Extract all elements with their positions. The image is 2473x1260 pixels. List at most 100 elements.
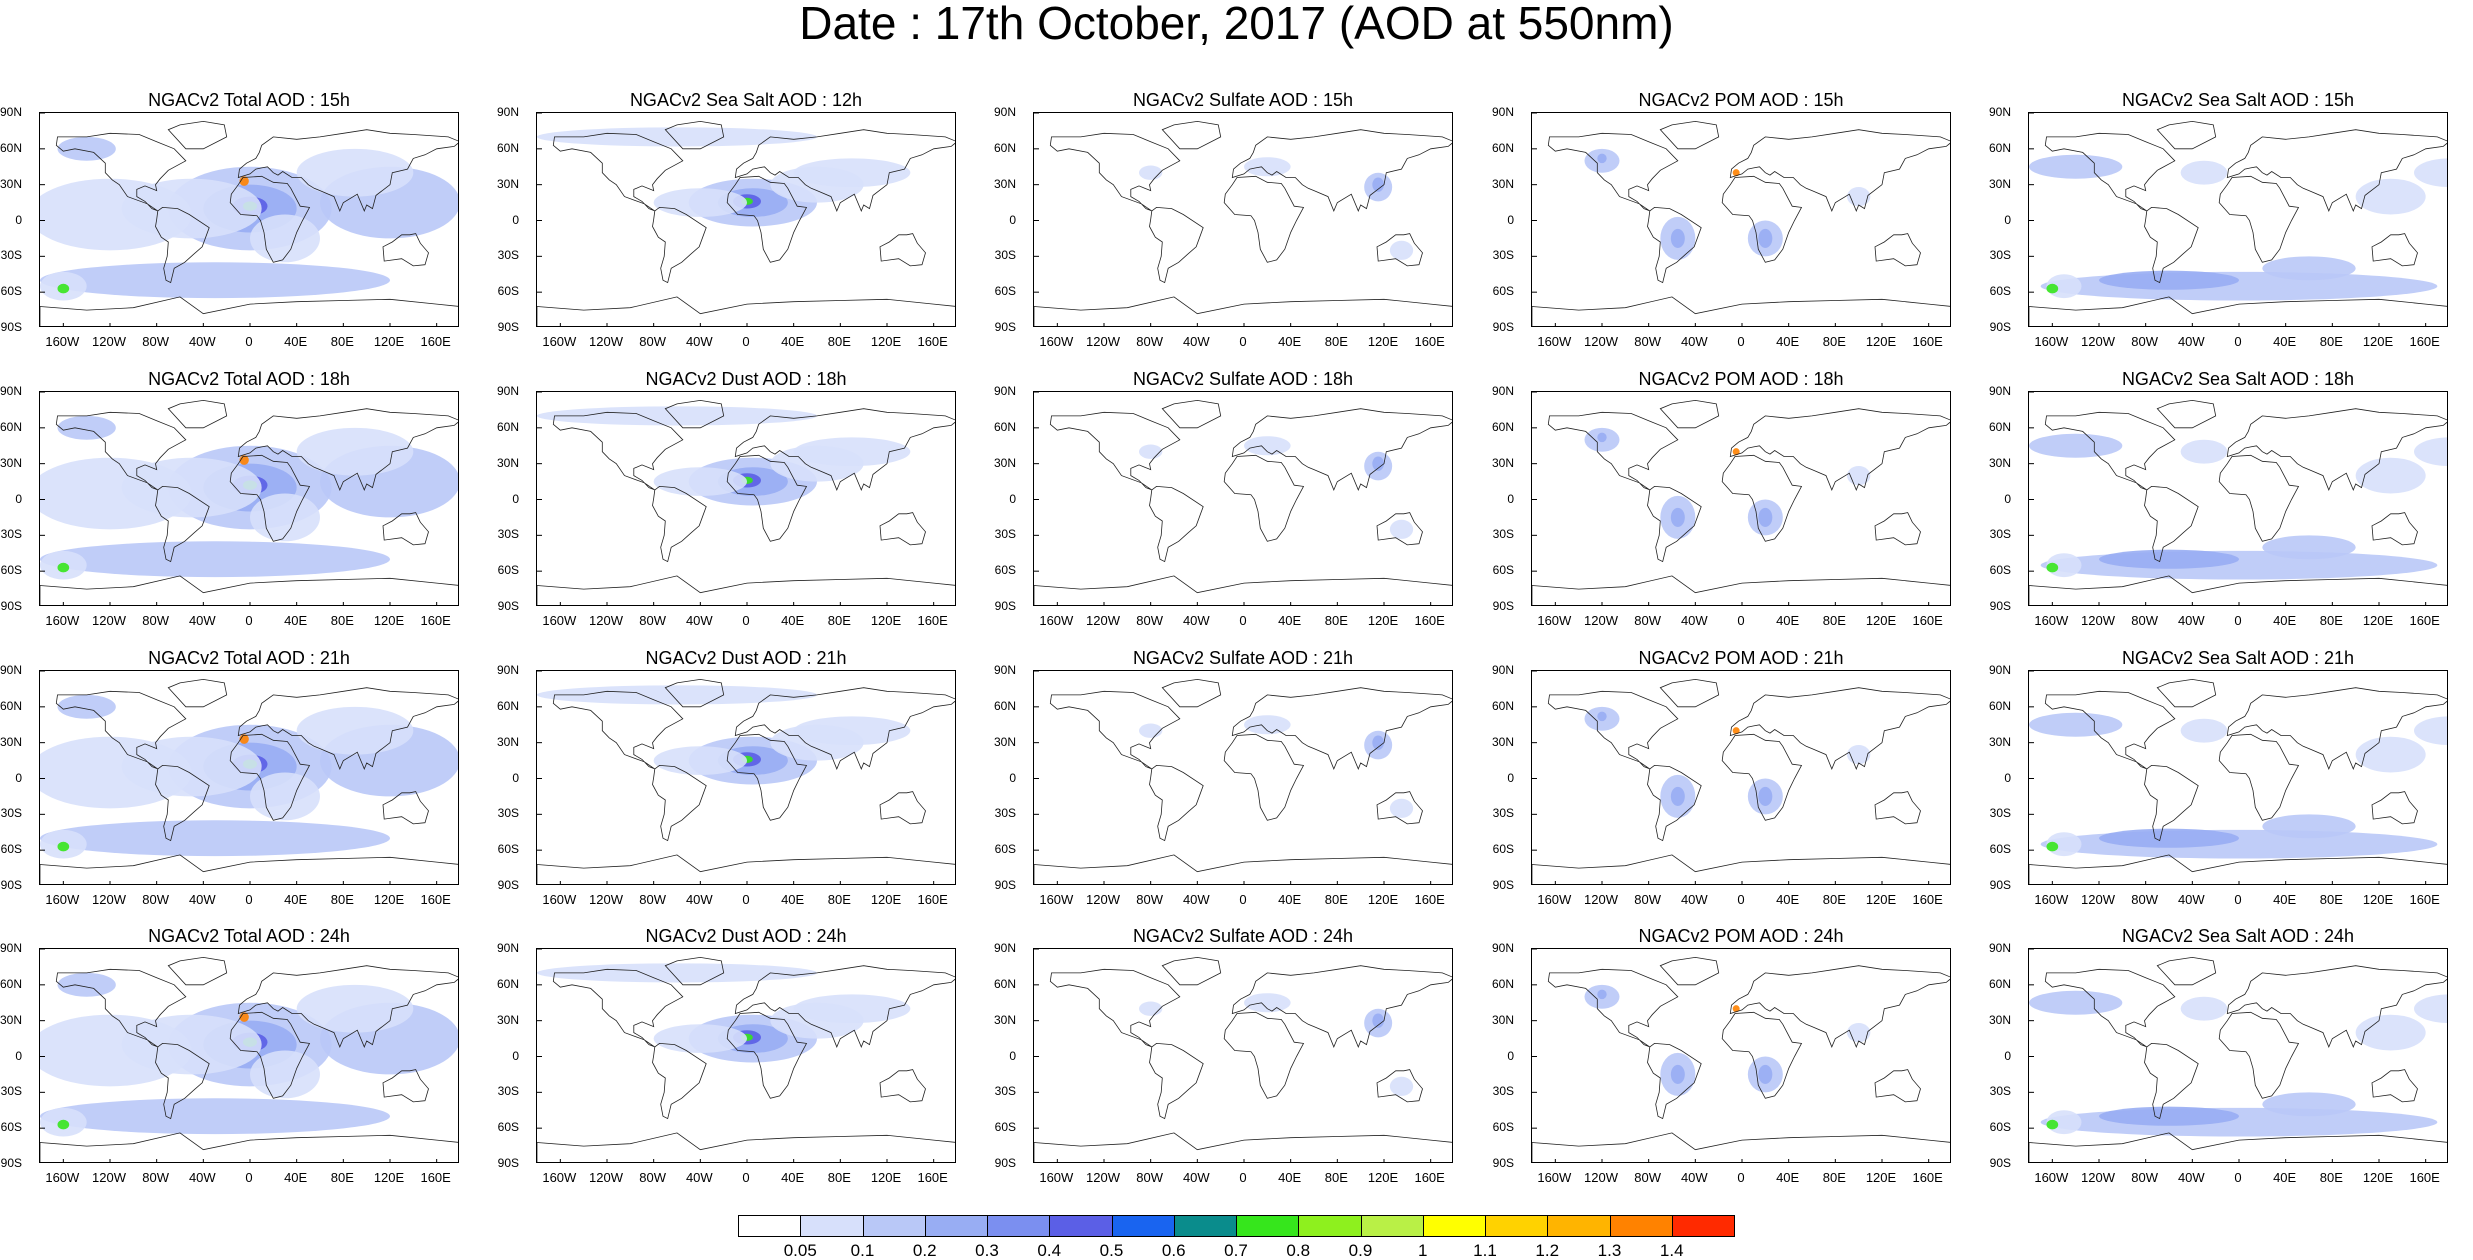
aod-field-patch xyxy=(1847,1023,1871,1043)
lat-tick-label: 30S xyxy=(1989,527,2011,542)
lat-tick-label: 0 xyxy=(512,212,519,227)
coastline xyxy=(2226,687,2447,770)
lat-tick-label: 90N xyxy=(497,105,520,119)
lat-tick-label: 0 xyxy=(2004,491,2011,506)
coastline xyxy=(40,575,458,605)
lon-tick-label: 80W xyxy=(1136,334,1164,349)
lon-tick-label: 160E xyxy=(1912,334,1943,349)
map-panel: NGACv2 Total AOD : 24h 90N 60N 30N 0 30S 60S 90… xyxy=(0,926,478,1184)
colorbar-tick-label: 0.4 xyxy=(1037,1241,1062,1260)
coastline xyxy=(1659,678,1720,708)
lon-tick-label: 80E xyxy=(1324,1170,1348,1185)
aod-field-patch xyxy=(1139,1001,1163,1016)
lon-tick-label: 40W xyxy=(685,334,713,349)
colorbar-swatch xyxy=(800,1215,864,1237)
aod-field-patch xyxy=(1732,727,1740,735)
coastline xyxy=(155,764,210,842)
lon-tick-label: 80E xyxy=(330,613,354,628)
coastline xyxy=(2156,678,2217,708)
lon-tick-label: 160W xyxy=(2034,1170,2069,1185)
map-frame xyxy=(1531,948,1951,1163)
aod-field-patch xyxy=(1597,711,1607,722)
lat-tick-label: 90S xyxy=(1989,599,2011,613)
panel-title: NGACv2 Sea Salt AOD : 12h xyxy=(629,90,863,110)
coastline xyxy=(1729,965,1950,1048)
map-panel: NGACv2 Dust AOD : 21h 90N 60N 30N 0 30S 60S 90S… xyxy=(497,648,975,906)
lat-tick-label: 30S xyxy=(1492,527,1514,542)
aod-field-patch xyxy=(1758,507,1773,527)
coastline xyxy=(1223,454,1305,542)
lon-tick-label: 160W xyxy=(542,334,577,349)
aod-field-patch xyxy=(1244,157,1291,177)
coastline xyxy=(55,968,187,1048)
coastline xyxy=(2156,956,2217,986)
lat-tick-label: 60N xyxy=(0,140,23,155)
lon-tick-label: 0 xyxy=(1737,1170,1745,1185)
lat-tick-label: 90S xyxy=(0,1156,22,1170)
lat-tick-label: 30S xyxy=(1492,806,1514,821)
coastline xyxy=(879,791,926,825)
coastline xyxy=(1874,791,1921,825)
lon-tick-label: 40W xyxy=(1680,334,1708,349)
lat-tick-label: 60N xyxy=(0,698,23,713)
lon-tick-label: 80E xyxy=(827,892,851,907)
lat-tick-label: 30S xyxy=(994,1084,1016,1099)
lat-tick-label: 30S xyxy=(1492,248,1514,263)
aod-field-patch xyxy=(296,148,414,197)
lat-tick-label: 90N xyxy=(1492,105,1515,119)
aod-field-patch xyxy=(2262,535,2356,560)
coastline xyxy=(1149,485,1204,563)
lat-tick-label: 0 xyxy=(1009,212,1016,227)
map-frame xyxy=(2028,948,2448,1163)
coastline xyxy=(652,485,707,563)
colorbar-tick-label: 0.6 xyxy=(1161,1241,1186,1260)
coastline xyxy=(2144,1042,2199,1120)
lon-tick-label: 40E xyxy=(781,334,805,349)
colorbar-swatch xyxy=(1236,1215,1300,1237)
lon-tick-label: 160E xyxy=(1912,892,1943,907)
lat-tick-label: 60N xyxy=(1989,140,2012,155)
lon-tick-label: 40W xyxy=(1182,892,1210,907)
coastline xyxy=(2029,854,2447,884)
aod-field-patch xyxy=(57,283,70,294)
lat-tick-label: 90S xyxy=(1989,878,2011,892)
lat-tick-label: 30S xyxy=(994,527,1016,542)
lon-tick-label: 40E xyxy=(1278,613,1302,628)
lat-tick-label: 30S xyxy=(0,1084,22,1099)
lat-tick-label: 30S xyxy=(1492,1084,1514,1099)
map-frame xyxy=(1033,670,1453,885)
coastline xyxy=(2144,764,2199,842)
lat-tick-label: 30S xyxy=(0,806,22,821)
aod-field-patch xyxy=(1597,432,1607,443)
map-frame xyxy=(39,391,459,606)
aod-map xyxy=(1034,392,1452,605)
coastline xyxy=(1223,175,1305,263)
panel-title: NGACv2 POM AOD : 18h xyxy=(1638,369,1844,389)
aod-field-patch xyxy=(57,136,116,161)
lon-tick-label: 40W xyxy=(685,613,713,628)
coastline xyxy=(1376,791,1423,825)
lon-tick-label: 120E xyxy=(1865,334,1897,349)
colorbar-tick-label: 0.8 xyxy=(1286,1241,1311,1260)
aod-field-patch xyxy=(2355,178,2426,215)
coastline xyxy=(1647,485,1702,563)
lat-tick-label: 90S xyxy=(497,599,519,613)
lon-tick-label: 160W xyxy=(2034,334,2069,349)
lon-tick-label: 160W xyxy=(45,613,80,628)
lat-tick-label: 60S xyxy=(994,842,1016,857)
coastline xyxy=(1049,132,1181,212)
lat-tick-label: 30S xyxy=(0,527,22,542)
coastline xyxy=(1874,233,1921,267)
lon-tick-label: 40E xyxy=(284,892,308,907)
map-frame xyxy=(536,670,956,885)
lon-tick-label: 120W xyxy=(1584,892,1618,907)
aod-field-patch xyxy=(2180,160,2228,185)
lat-tick-label: 0 xyxy=(15,770,22,785)
lon-tick-label: 0 xyxy=(1737,613,1745,628)
lon-tick-label: 80E xyxy=(1822,1170,1846,1185)
lon-tick-label: 80W xyxy=(639,334,667,349)
map-frame xyxy=(1033,391,1453,606)
coastline xyxy=(537,1132,955,1162)
panel-title: NGACv2 Sulfate AOD : 24h xyxy=(1132,926,1354,946)
lon-tick-label: 40W xyxy=(1182,1170,1210,1185)
